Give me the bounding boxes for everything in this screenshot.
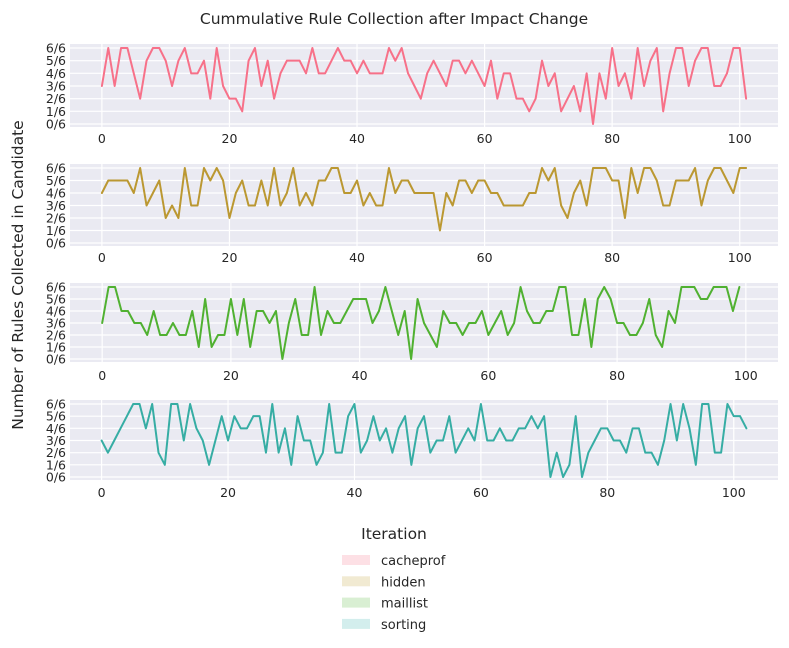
y-tick-label: 2/6 <box>46 445 66 460</box>
series-line-sorting <box>100 403 748 478</box>
y-tick-label: 1/6 <box>46 104 66 119</box>
legend: cacheprof hidden maillist sorting <box>342 554 446 633</box>
y-tick-label: 3/6 <box>46 198 66 213</box>
x-tick-label: 60 <box>477 131 493 146</box>
y-tick-label: 2/6 <box>46 211 66 226</box>
y-tick-label: 6/6 <box>46 397 66 412</box>
x-tick-label: 40 <box>347 485 363 500</box>
panel-maillist: 0/61/62/63/64/65/66/6 0 20 40 60 80 100 <box>46 280 778 383</box>
y-tick-label: 6/6 <box>46 161 66 176</box>
y-tick-label: 6/6 <box>46 280 66 295</box>
x-tick-label: 60 <box>473 485 489 500</box>
chart-panels: 0/61/62/63/64/65/66/60 20 40 60 80 1000/61/62… <box>46 41 778 500</box>
series-line-maillist <box>101 286 741 360</box>
legend-item-cacheprof: cacheprof <box>342 554 446 569</box>
x-tick-label: 20 <box>222 131 238 146</box>
x-tick-label: 80 <box>604 131 620 146</box>
x-tick-label: 100 <box>722 485 746 500</box>
x-tick-label: 40 <box>349 131 365 146</box>
series-line-cacheprof <box>100 47 748 125</box>
legend-label: maillist <box>381 597 428 612</box>
y-tick-label: 5/6 <box>46 53 66 68</box>
x-axis-label: Iteration <box>361 525 427 543</box>
y-tick-label: 0/6 <box>46 470 66 485</box>
x-tick-label: 100 <box>728 131 752 146</box>
y-tick-label: 0/6 <box>46 117 66 132</box>
x-tick-label: 20 <box>223 368 239 383</box>
chart-title: Cummulative Rule Collection after Impact… <box>200 10 588 28</box>
x-tick-label: 20 <box>222 250 238 265</box>
y-tick-label: 1/6 <box>46 340 66 355</box>
x-tick-label: 0 <box>98 250 106 265</box>
panel-hidden: 0/61/62/63/64/65/66/6 0 20 40 60 80 100 <box>46 161 778 265</box>
y-tick-label: 3/6 <box>46 433 66 448</box>
x-tick-label: 100 <box>734 368 758 383</box>
y-tick-label: 5/6 <box>46 173 66 188</box>
panel-cacheprof: 0/61/62/63/64/65/66/6 0 20 40 60 80 100 <box>46 41 778 146</box>
legend-swatch <box>342 576 370 587</box>
legend-item-sorting: sorting <box>342 618 426 633</box>
y-tick-label: 4/6 <box>46 421 66 436</box>
y-tick-label: 3/6 <box>46 316 66 331</box>
legend-label: sorting <box>381 618 426 633</box>
x-tick-label: 40 <box>349 250 365 265</box>
x-tick-label: 80 <box>599 485 615 500</box>
legend-item-hidden: hidden <box>342 575 426 590</box>
x-tick-label: 100 <box>728 250 752 265</box>
x-tick-label: 80 <box>604 250 620 265</box>
x-tick-label: 60 <box>480 368 496 383</box>
x-tick-label: 0 <box>98 485 106 500</box>
x-tick-label: 20 <box>220 485 236 500</box>
y-tick-label: 5/6 <box>46 409 66 424</box>
x-tick-label: 0 <box>98 131 106 146</box>
y-tick-label: 2/6 <box>46 328 66 343</box>
y-tick-label: 6/6 <box>46 41 66 56</box>
x-tick-label: 80 <box>609 368 625 383</box>
legend-swatch <box>342 597 370 608</box>
legend-label: hidden <box>381 575 426 590</box>
panel-sorting: 0/61/62/63/64/65/66/6 0 20 40 60 80 100 <box>46 397 778 500</box>
y-tick-label: 1/6 <box>46 223 66 238</box>
y-tick-label: 3/6 <box>46 79 66 94</box>
y-tick-label: 4/6 <box>46 304 66 319</box>
legend-label: cacheprof <box>381 554 446 569</box>
y-tick-label: 0/6 <box>46 352 66 367</box>
y-axis-label: Number of Rules Collected in Candidate <box>9 120 27 429</box>
y-tick-label: 0/6 <box>46 236 66 251</box>
series-line-hidden <box>100 167 748 232</box>
x-tick-label: 40 <box>352 368 368 383</box>
y-tick-label: 4/6 <box>46 66 66 81</box>
legend-swatch <box>342 618 370 629</box>
x-tick-label: 0 <box>98 368 106 383</box>
legend-item-maillist: maillist <box>342 597 428 612</box>
y-tick-label: 2/6 <box>46 91 66 106</box>
y-tick-label: 5/6 <box>46 292 66 307</box>
y-tick-label: 4/6 <box>46 186 66 201</box>
legend-swatch <box>342 555 370 565</box>
x-tick-label: 60 <box>477 250 493 265</box>
y-tick-label: 1/6 <box>46 457 66 472</box>
